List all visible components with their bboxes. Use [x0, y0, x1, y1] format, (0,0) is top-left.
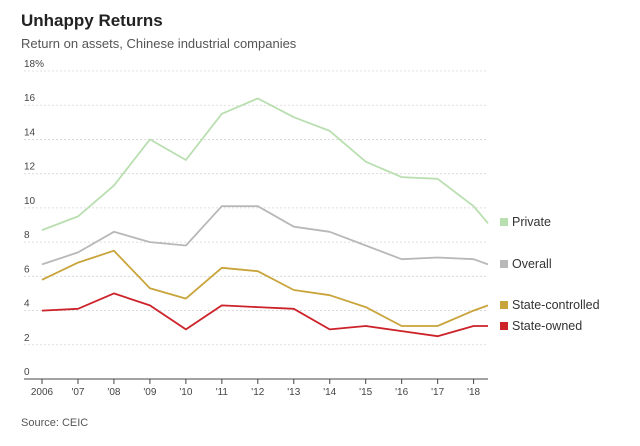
y-tick-label: 2 — [24, 333, 30, 344]
y-tick-label: 0 — [24, 367, 30, 378]
y-tick-label: 14 — [24, 127, 36, 138]
legend-label: State-owned — [512, 319, 582, 333]
legend-swatch — [500, 260, 508, 268]
x-tick-label: '07 — [71, 387, 84, 398]
series-line-state-owned — [41, 292, 488, 338]
chart-subtitle: Return on assets, Chinese industrial com… — [21, 36, 297, 51]
y-tick-label: 8 — [24, 230, 30, 241]
y-tick-label: 10 — [24, 196, 36, 207]
x-tick-label: '09 — [143, 387, 156, 398]
y-tick-label: 6 — [24, 264, 30, 275]
legend-label: Private — [512, 215, 551, 229]
source-note: Source: CEIC — [21, 417, 89, 429]
x-tick-label: '16 — [395, 387, 408, 398]
y-tick-label: 18% — [24, 59, 44, 70]
x-tick-label: '12 — [251, 387, 264, 398]
series-line-state-controlled — [41, 249, 489, 327]
series-line-overall — [41, 205, 489, 266]
legend-swatch — [500, 322, 508, 330]
chart-title: Unhappy Returns — [21, 11, 163, 30]
x-tick-label: '10 — [179, 387, 192, 398]
legend-label: State-controlled — [512, 298, 600, 312]
x-tick-label: '08 — [107, 387, 120, 398]
legend-swatch — [500, 218, 508, 226]
x-tick-label: '14 — [323, 387, 336, 398]
y-tick-label: 12 — [24, 162, 36, 173]
y-tick-label: 16 — [24, 93, 36, 104]
x-tick-label: '13 — [287, 387, 300, 398]
series-line-private — [41, 97, 489, 231]
x-tick-label: 2006 — [31, 387, 54, 398]
x-tick-label: '17 — [431, 387, 444, 398]
x-tick-label: '15 — [359, 387, 372, 398]
y-tick-label: 4 — [24, 299, 30, 310]
x-tick-label: '18 — [467, 387, 480, 398]
x-tick-label: '11 — [216, 387, 229, 398]
legend-label: Overall — [512, 257, 552, 271]
legend-swatch — [500, 301, 508, 309]
